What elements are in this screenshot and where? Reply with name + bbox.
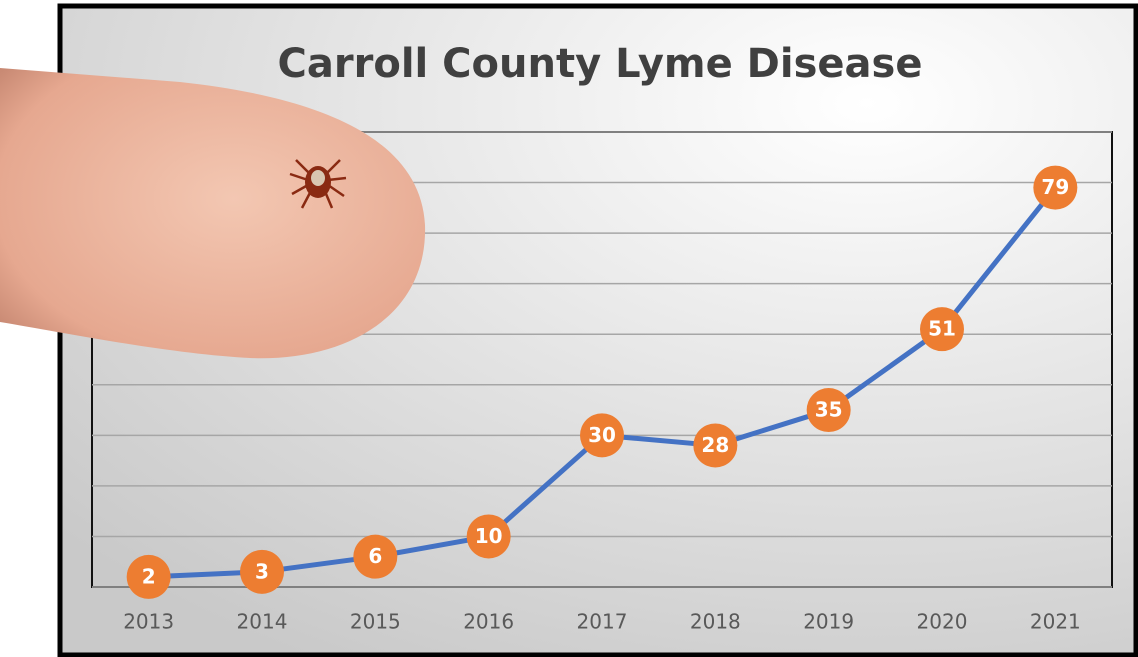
marker: [920, 307, 964, 352]
data-label: 10: [475, 524, 503, 548]
x-tick-label: 2020: [917, 610, 968, 634]
x-tick-label: 2018: [690, 610, 741, 634]
finger: [0, 68, 426, 359]
x-tick-label: 2019: [803, 610, 854, 634]
finger-photo: [0, 68, 426, 359]
data-label: 30: [588, 423, 616, 447]
marker: [353, 534, 398, 579]
data-label: 3: [255, 559, 269, 583]
x-tick-label: 2013: [123, 610, 174, 634]
x-tick-label: 2014: [237, 610, 288, 634]
x-tick-label: 2016: [463, 610, 514, 634]
tick-insect: [289, 159, 347, 209]
x-tick-label: 2015: [350, 610, 401, 634]
marker: [466, 514, 511, 559]
data-label: 51: [928, 317, 956, 341]
marker: [126, 554, 171, 599]
marker: [1033, 165, 1078, 210]
x-tick-label: 2021: [1030, 610, 1081, 634]
marker: [240, 549, 284, 594]
x-tick-label: 2017: [577, 610, 628, 634]
data-label: 28: [701, 433, 729, 457]
data-label: 35: [815, 398, 843, 422]
data-label: 79: [1041, 175, 1069, 199]
marker: [806, 388, 851, 433]
data-label: 2: [142, 564, 156, 588]
marker: [693, 423, 738, 468]
chart-title: Carroll County Lyme Disease: [278, 41, 923, 87]
data-label: 6: [368, 544, 382, 568]
marker: [580, 413, 624, 458]
